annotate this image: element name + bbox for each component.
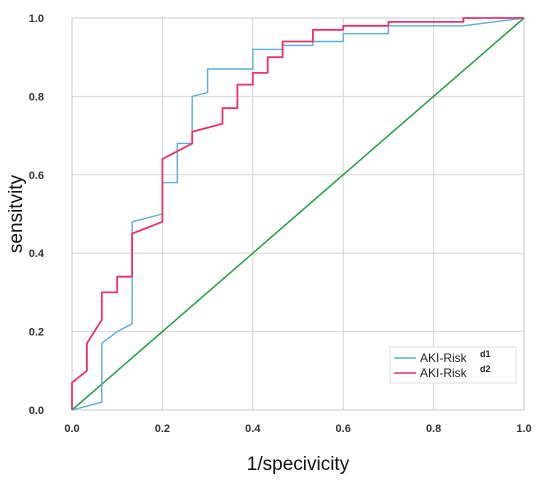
x-axis-title: 1/specivicity [247, 454, 350, 475]
y-tick-label: 0.0 [29, 405, 44, 417]
legend-label-d1: AKI-Risk [420, 351, 468, 365]
x-tick-label: 0.6 [336, 423, 351, 435]
x-tick-label: 0.2 [155, 423, 170, 435]
x-tick-label: 0.0 [64, 423, 79, 435]
reference-diagonal-line [71, 17, 525, 411]
legend: AKI-Risk d1 AKI-Risk d2 [389, 346, 517, 384]
legend-label-d2: AKI-Risk [420, 366, 468, 380]
legend-superscript-d2: d2 [480, 364, 491, 374]
y-tick-label: 0.2 [29, 327, 44, 339]
y-tick-label: 0.4 [29, 248, 45, 260]
legend-box [389, 346, 517, 384]
legend-superscript-d1: d1 [480, 349, 491, 359]
y-tick-label: 0.6 [29, 170, 44, 182]
y-tick-label: 1.0 [29, 13, 44, 25]
x-tick-label: 0.8 [426, 423, 441, 435]
y-tick-label: 0.8 [29, 91, 44, 103]
series-line-d2 [71, 17, 524, 410]
y-tick-labels: 0.0 0.2 0.4 0.6 0.8 1.0 [29, 13, 45, 417]
plot-frame [71, 17, 525, 411]
series-line-d1 [71, 17, 525, 411]
x-tick-label: 1.0 [516, 423, 531, 435]
series-layer [71, 17, 525, 411]
reference-line-layer [71, 17, 525, 411]
x-tick-labels: 0.0 0.2 0.4 0.6 0.8 1.0 [64, 423, 531, 435]
x-tick-label: 0.4 [245, 423, 261, 435]
y-axis-title: sensitvity [6, 174, 27, 253]
